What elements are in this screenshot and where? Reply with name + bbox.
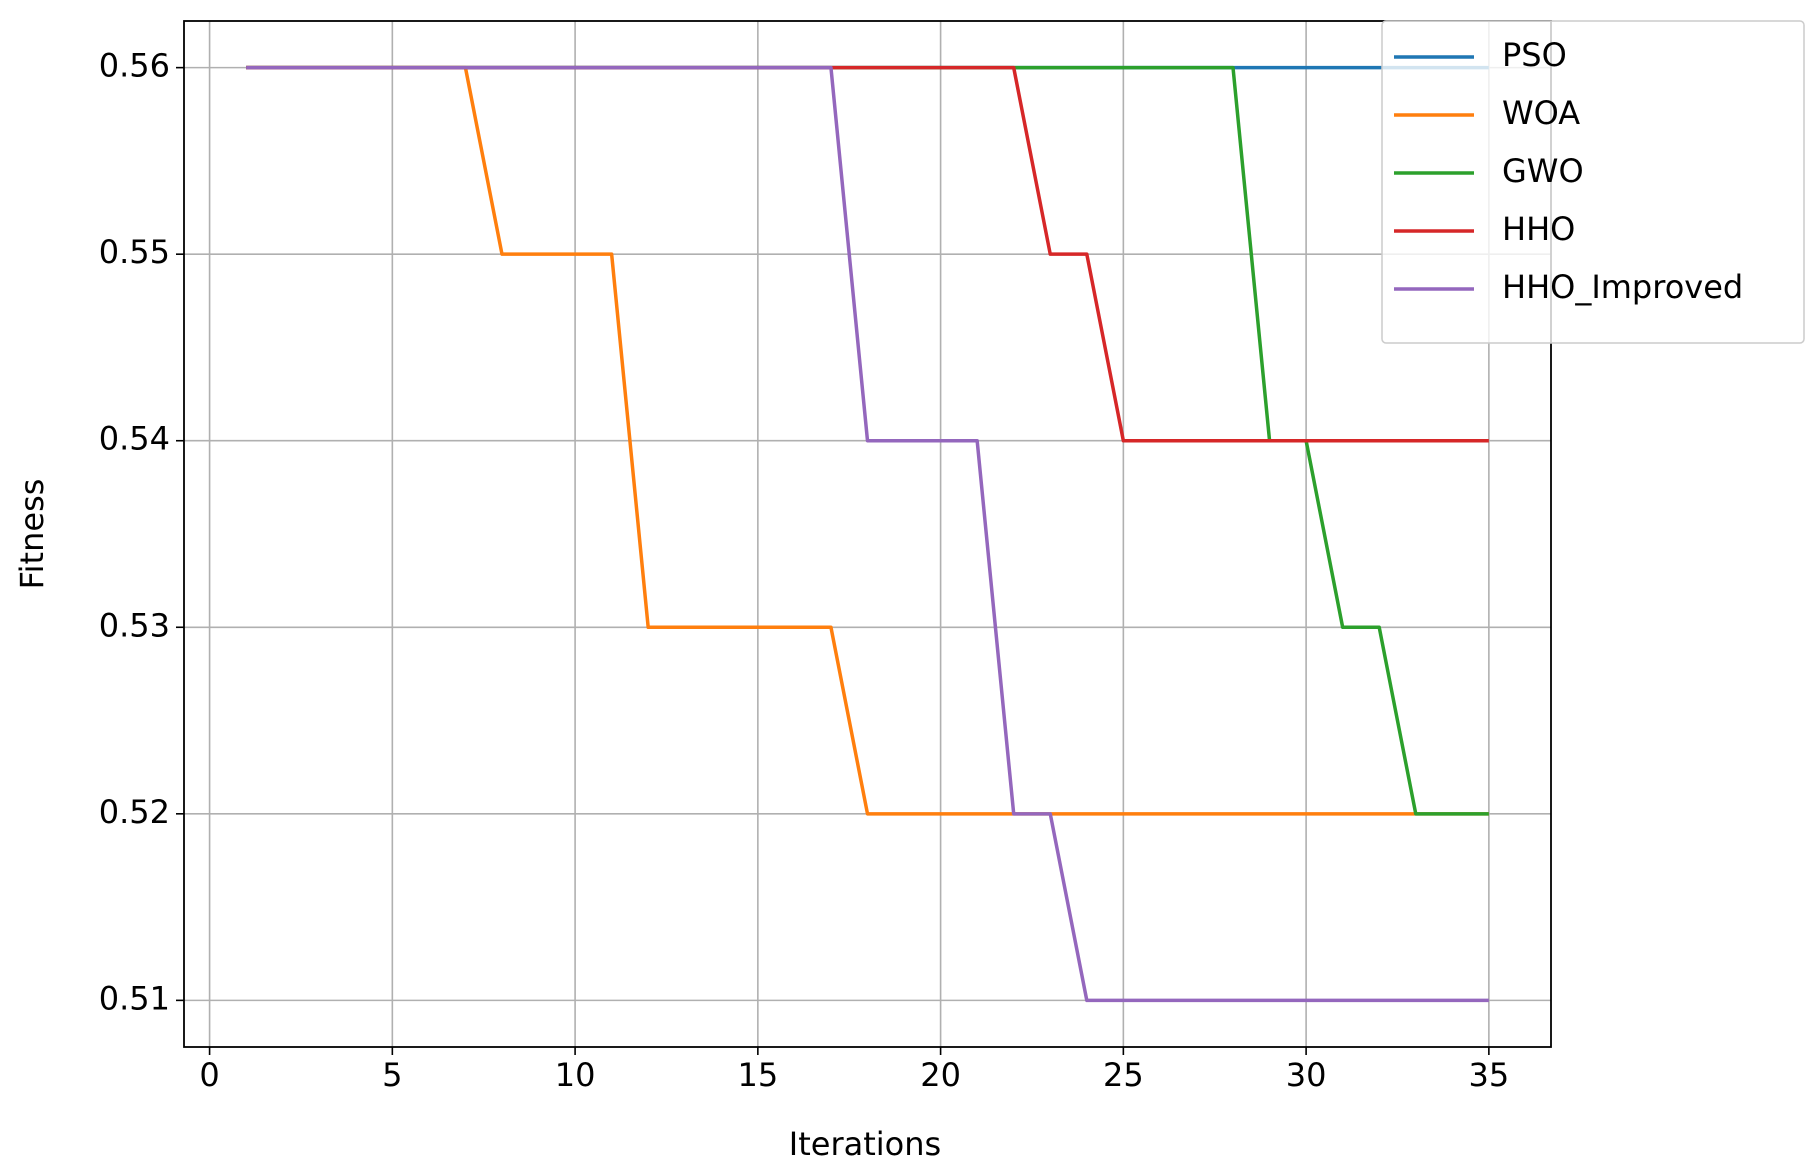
x-tick-label: 5	[382, 1056, 402, 1094]
y-tick-label: 0.55	[99, 233, 170, 271]
legend-label: PSO	[1502, 36, 1567, 74]
x-tick-label: 25	[1103, 1056, 1144, 1094]
y-tick-label: 0.52	[99, 793, 170, 831]
x-tick-label: 30	[1286, 1056, 1327, 1094]
y-tick-label: 0.54	[99, 420, 170, 458]
x-tick-label: 15	[737, 1056, 778, 1094]
legend-label: HHO_Improved	[1502, 268, 1743, 306]
legend-label: WOA	[1502, 94, 1580, 132]
legend-box	[1381, 20, 1805, 344]
x-tick-label: 20	[920, 1056, 961, 1094]
y-tick-label: 0.56	[99, 47, 170, 85]
y-tick-label: 0.53	[99, 606, 170, 644]
x-tick-label: 35	[1469, 1056, 1510, 1094]
plot-frame	[183, 20, 1552, 1048]
y-axis-label: Fitness	[13, 479, 51, 590]
legend-label: HHO	[1502, 210, 1575, 248]
x-tick-label: 0	[199, 1056, 219, 1094]
legend-label: GWO	[1502, 152, 1584, 190]
series-line	[246, 65, 1489, 1003]
y-tick-label: 0.51	[99, 979, 170, 1017]
x-axis-label: Iterations	[789, 1125, 941, 1163]
x-tick-label: 10	[555, 1056, 596, 1094]
